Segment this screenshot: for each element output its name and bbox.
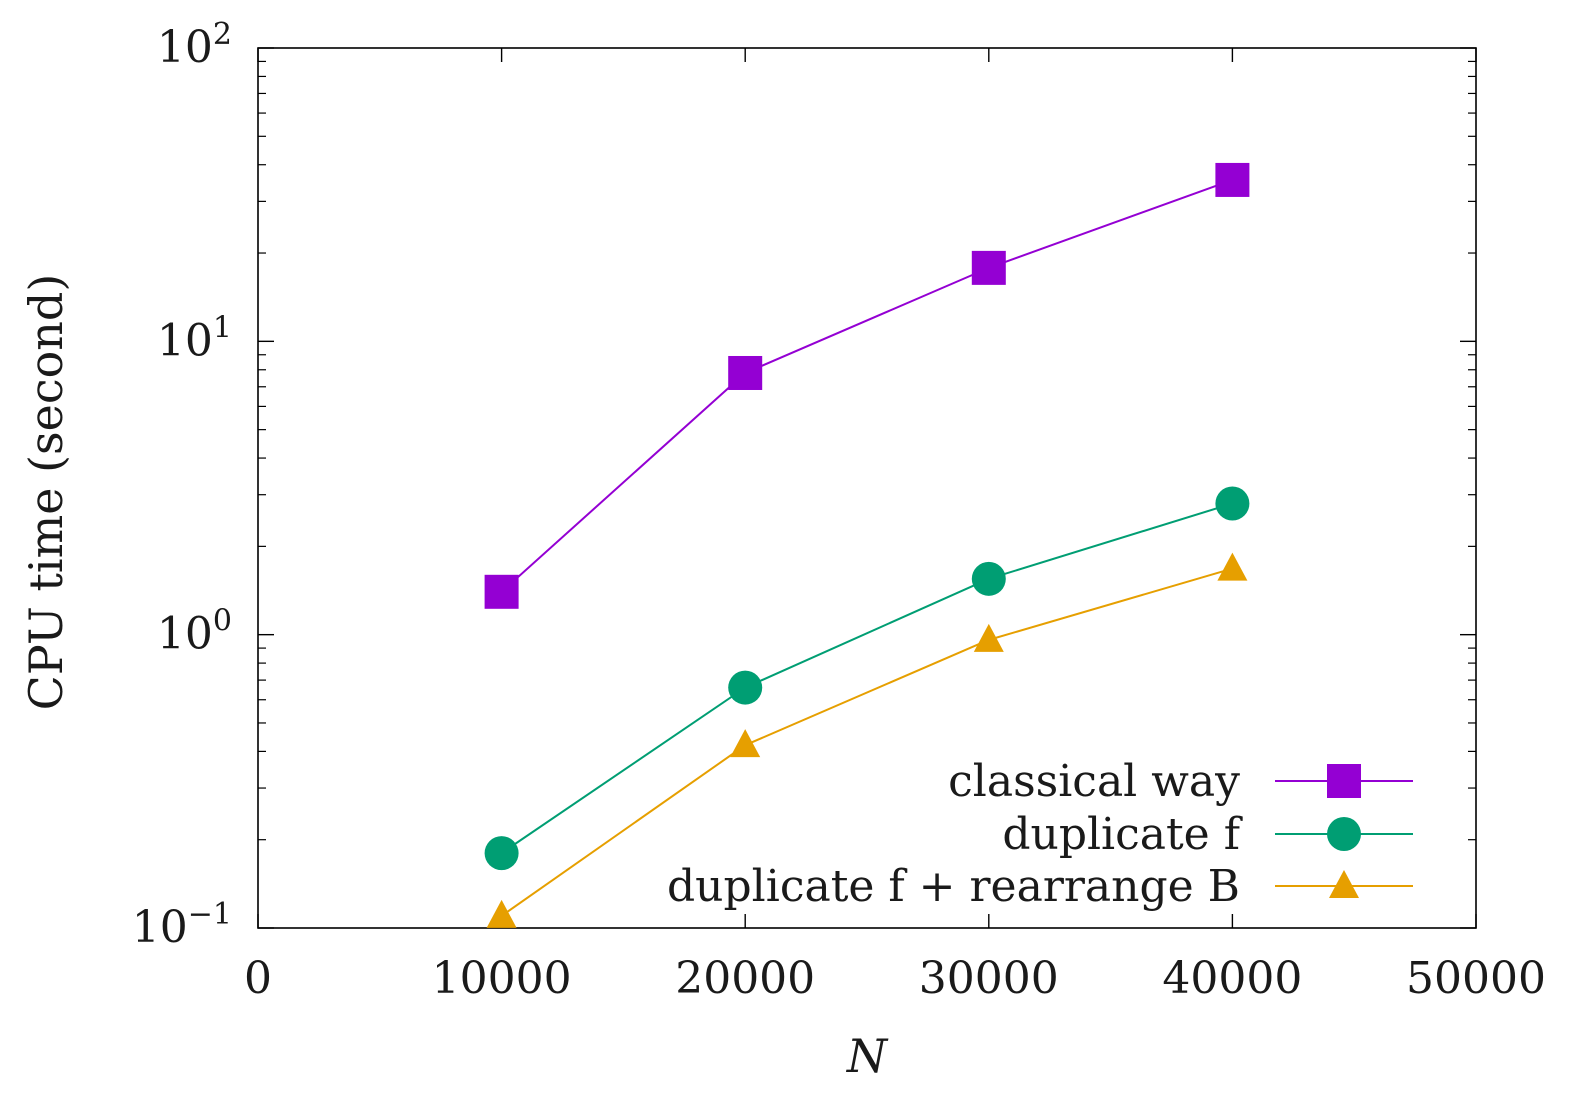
data-point	[1215, 486, 1250, 521]
x-tick-label: 40000	[1162, 953, 1302, 1004]
data-point	[971, 561, 1006, 596]
legend-marker	[1327, 764, 1361, 798]
x-tick-label: 10000	[432, 953, 572, 1004]
series-1	[484, 162, 1250, 609]
y-tick-label: 102	[157, 17, 232, 73]
x-tick-label: 30000	[919, 953, 1059, 1004]
legend-item: duplicate f	[1002, 809, 1413, 860]
data-point	[486, 899, 517, 928]
plot-frame	[257, 47, 1477, 929]
series-line	[501, 502, 1233, 854]
data-point	[484, 836, 519, 871]
legend-marker	[1329, 870, 1359, 898]
data-point	[728, 670, 763, 705]
series-layer	[484, 162, 1250, 928]
legend-item: duplicate f + rearrange B	[667, 861, 1413, 912]
y-tick-label: 101	[157, 310, 232, 366]
legend-item: classical way	[948, 756, 1413, 807]
series-3	[486, 552, 1248, 928]
legend-label: duplicate f + rearrange B	[667, 861, 1240, 912]
series-2	[484, 486, 1250, 871]
legend-marker	[1327, 817, 1361, 851]
data-point	[1215, 162, 1250, 197]
y-tick-label: 100	[157, 604, 232, 660]
x-tick-label: 20000	[675, 953, 815, 1004]
data-point	[1217, 552, 1248, 581]
data-point	[484, 574, 519, 609]
data-point	[730, 729, 761, 758]
series-line	[500, 178, 1233, 593]
x-axis-title: N	[846, 1029, 889, 1083]
data-point	[973, 623, 1004, 652]
data-point	[971, 250, 1006, 285]
data-point	[728, 355, 763, 390]
y-axis-title: CPU time (second)	[19, 274, 73, 711]
x-tick-label: 0	[244, 953, 272, 1004]
series-line	[501, 567, 1233, 917]
axis-labels: N CPU time (second)	[19, 274, 889, 1083]
legend-label: duplicate f	[1002, 809, 1242, 860]
plot-area: 0 10000 20000 30000 40000 50000 10−1 100 101 102	[132, 17, 1546, 1004]
legend-label: classical way	[948, 756, 1240, 807]
y-tick-label: 10−1	[132, 897, 232, 953]
x-tick-label: 50000	[1406, 953, 1546, 1004]
